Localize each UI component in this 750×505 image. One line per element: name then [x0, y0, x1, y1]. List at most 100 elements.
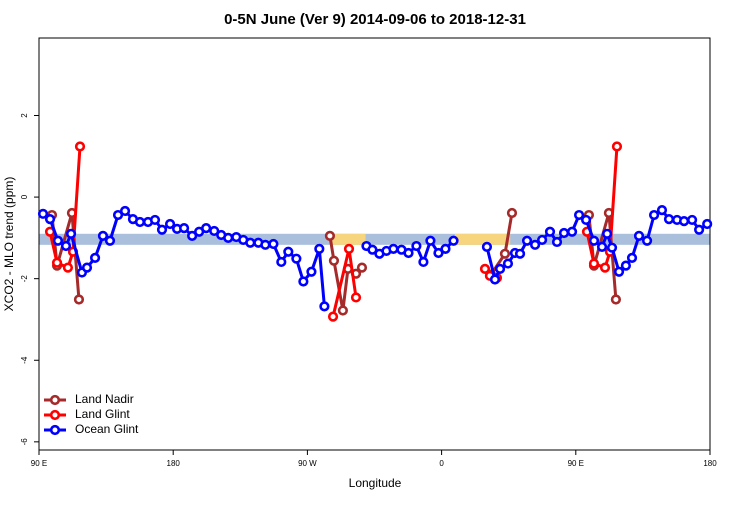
data-point — [74, 141, 86, 152]
data-point — [268, 238, 279, 250]
x-tick-label: 180 — [167, 459, 181, 468]
data-point — [489, 274, 501, 285]
data-point — [558, 227, 570, 239]
data-point — [298, 276, 309, 287]
data-point — [602, 228, 613, 239]
plot-frame — [38, 37, 711, 451]
data-point — [223, 232, 234, 243]
data-point — [596, 241, 608, 252]
chart-title: 0-5N June (Ver 9) 2014-09-06 to 2018-12-… — [224, 11, 526, 28]
x-tick-label: 180 — [703, 459, 717, 468]
data-point — [411, 240, 422, 252]
data-point — [702, 218, 713, 230]
y-tick-label: -4 — [20, 356, 29, 364]
data-point — [403, 247, 414, 259]
data-point — [97, 230, 109, 241]
data-point — [529, 239, 541, 250]
data-point — [656, 205, 668, 216]
data-point — [104, 235, 116, 246]
data-point — [566, 226, 578, 237]
data-point — [291, 253, 302, 264]
data-point — [418, 256, 429, 268]
data-point — [425, 235, 436, 246]
data-point — [319, 301, 330, 312]
data-point — [687, 214, 698, 226]
x-tick-label: 90 E — [31, 459, 47, 468]
data-point — [388, 243, 399, 254]
data-point — [44, 214, 56, 225]
data-point — [663, 214, 675, 225]
data-point — [134, 216, 146, 228]
series-line — [50, 212, 618, 311]
data-point — [62, 262, 74, 273]
data-point — [694, 224, 705, 235]
data-point — [521, 235, 533, 246]
data-point — [187, 230, 198, 241]
data-point — [551, 236, 563, 248]
data-point — [51, 257, 63, 268]
x-tick-label: 90 E — [568, 459, 584, 468]
data-point — [337, 305, 348, 316]
data-point — [260, 239, 271, 250]
x-axis-label: Longitude — [349, 476, 402, 490]
data-point — [573, 209, 585, 221]
x-tick-label: 0 — [439, 459, 444, 468]
y-axis-label: XCO2 - MLO trend (ppm) — [2, 177, 16, 312]
data-point — [606, 242, 618, 253]
data-point — [514, 248, 526, 259]
data-point — [611, 141, 623, 152]
highlight-range — [329, 233, 366, 245]
legend-marker — [49, 394, 61, 406]
y-tick-label: -2 — [20, 275, 29, 283]
data-point — [119, 205, 131, 217]
legend-label: Land Glint — [75, 407, 130, 421]
data-point — [60, 240, 72, 252]
data-point — [314, 243, 325, 254]
data-point — [164, 218, 176, 230]
data-point — [537, 234, 548, 246]
data-point — [283, 246, 294, 257]
data-point — [356, 262, 368, 273]
data-point — [89, 252, 101, 263]
x-tick-label: 90 W — [298, 459, 317, 468]
data-point — [544, 226, 556, 237]
data-point — [73, 294, 85, 305]
data-point — [580, 214, 592, 226]
data-point — [433, 247, 444, 259]
data-point — [149, 214, 161, 226]
y-tick-label: -6 — [20, 438, 29, 446]
data-point — [156, 224, 168, 235]
data-point — [648, 209, 660, 221]
data-point — [448, 235, 459, 246]
data-point — [52, 235, 64, 246]
y-tick-label: 0 — [20, 194, 29, 199]
legend-label: Land Nadir — [75, 392, 134, 406]
data-point — [276, 256, 287, 268]
series-line — [48, 146, 619, 317]
data-point — [588, 258, 600, 269]
data-point — [678, 216, 690, 227]
data-point — [599, 262, 611, 273]
reference-band — [39, 233, 710, 245]
data-point — [178, 222, 190, 234]
data-point — [626, 252, 638, 263]
data-point — [201, 222, 212, 234]
data-point — [588, 235, 600, 246]
data-point — [367, 244, 378, 255]
data-point — [641, 235, 653, 246]
data-point — [324, 230, 336, 241]
legend-marker — [49, 424, 61, 436]
data-point — [112, 209, 124, 221]
data-point — [306, 266, 317, 277]
data-point — [506, 207, 518, 219]
data-point — [37, 208, 49, 219]
data-point — [633, 230, 645, 241]
data-point — [65, 228, 77, 239]
legend-marker — [49, 409, 61, 421]
data-point — [499, 248, 511, 259]
y-tick-label: 2 — [20, 113, 29, 118]
data-point — [494, 263, 506, 274]
data-point — [481, 241, 493, 252]
data-point — [343, 243, 355, 254]
